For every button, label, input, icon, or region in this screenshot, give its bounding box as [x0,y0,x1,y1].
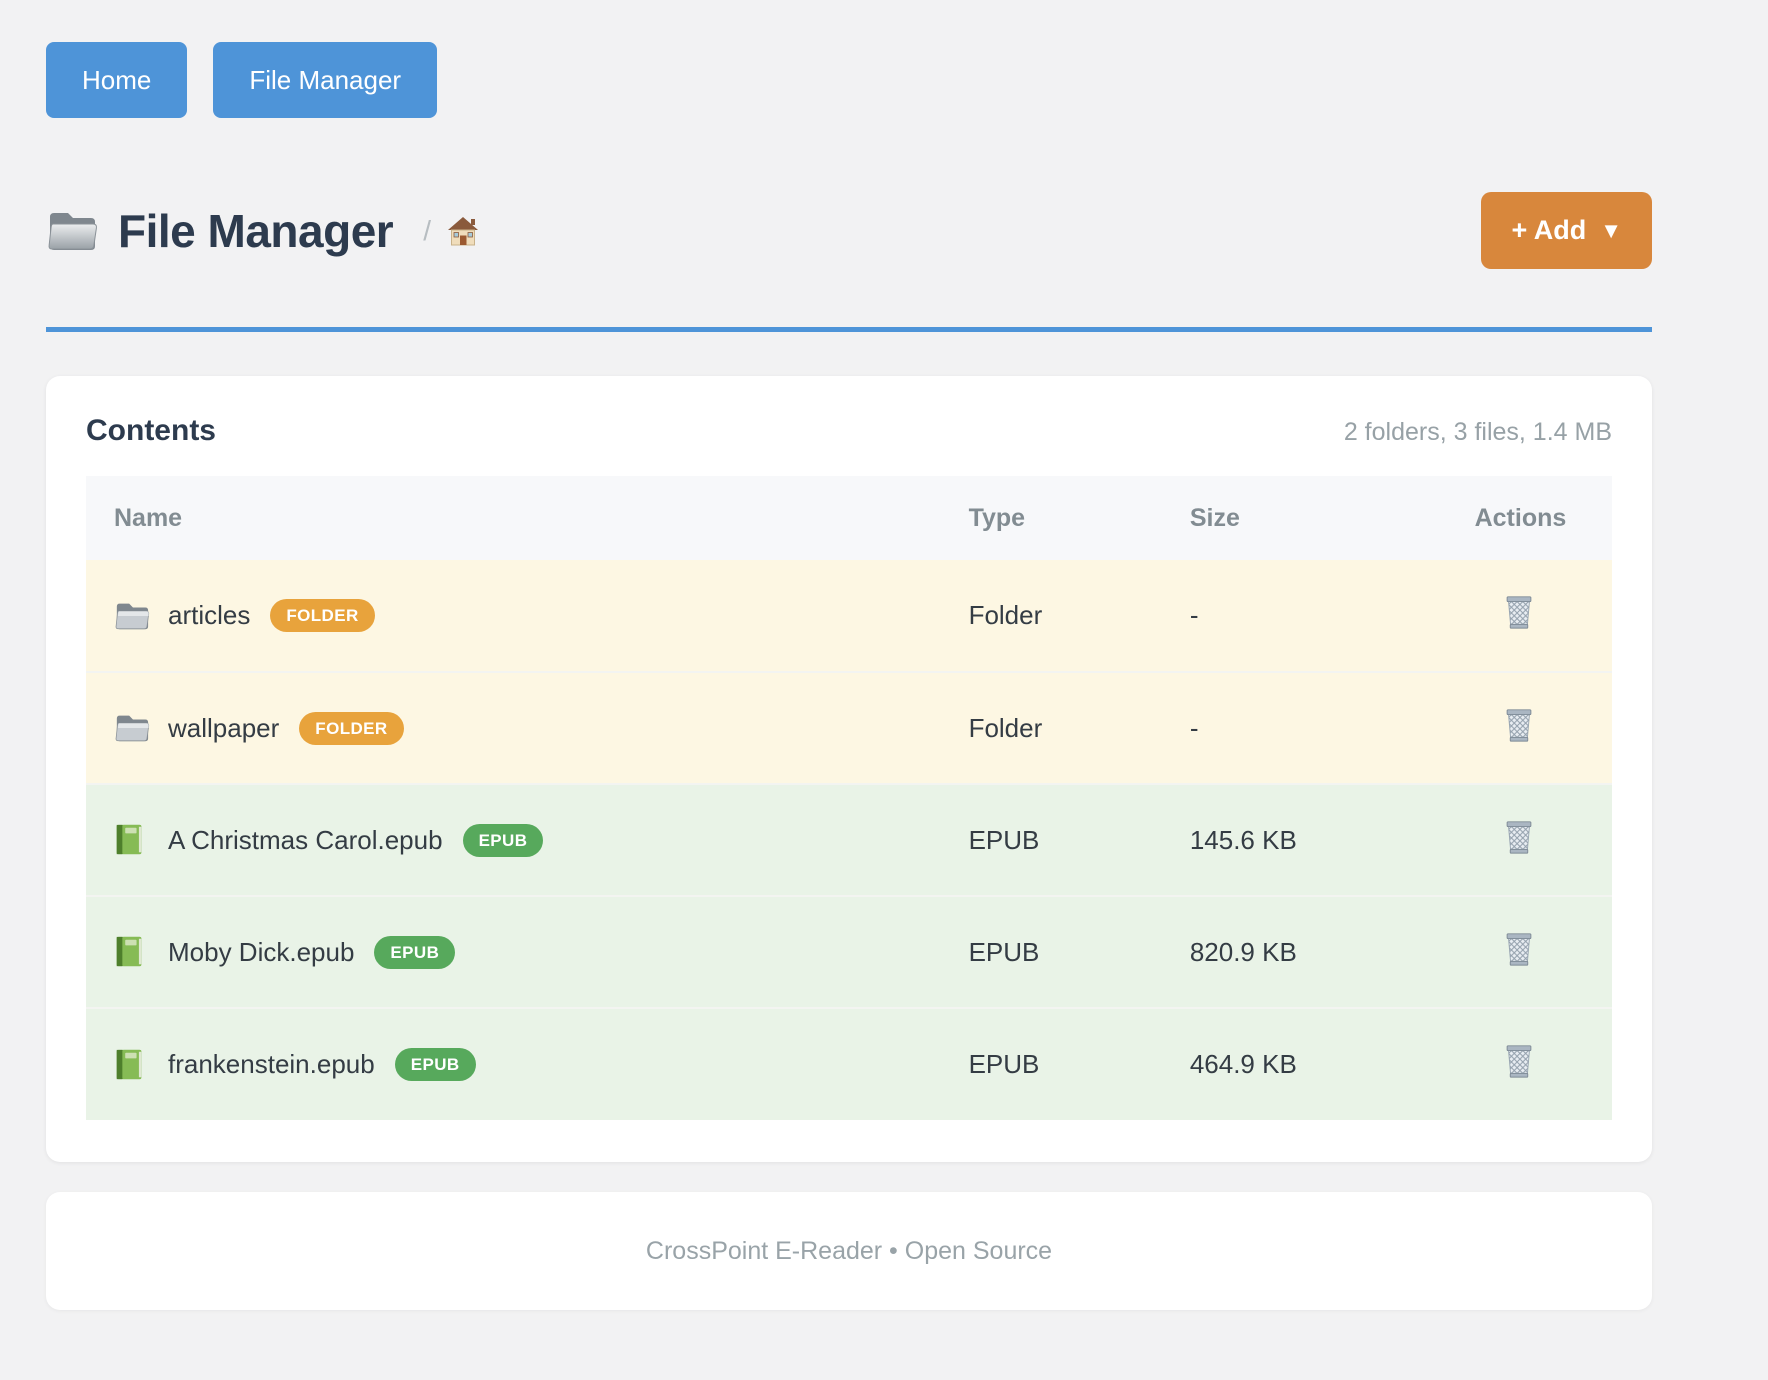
footer: CrossPoint E-Reader • Open Source [46,1192,1652,1310]
column-header-size: Size [1161,476,1429,560]
actions-cell [1429,672,1612,784]
file-name-cell[interactable]: frankenstein.epub EPUB [86,1008,941,1120]
book-icon [114,1047,150,1083]
table-row[interactable]: wallpaper FOLDER Folder - [86,672,1612,784]
file-name: Moby Dick.epub [168,936,355,967]
table-row[interactable]: Moby Dick.epub EPUB EPUB 820.9 KB [86,896,1612,1008]
actions-cell [1429,784,1612,896]
top-nav: Home File Manager [46,42,1652,118]
add-button-label: + Add [1511,215,1587,245]
file-type: Folder [968,600,1043,630]
add-button[interactable]: + Add ▼ [1481,192,1652,269]
file-type: EPUB [968,936,1040,967]
actions-cell [1429,1008,1612,1120]
book-icon [114,822,150,858]
file-type: EPUB [968,1049,1040,1079]
file-size: 464.9 KB [1189,1049,1297,1079]
contents-title: Contents [86,414,216,447]
contents-summary: 2 folders, 3 files, 1.4 MB [1343,418,1612,446]
file-name-cell[interactable]: Moby Dick.epub EPUB [86,896,941,1008]
footer-text: CrossPoint E-Reader • Open Source [645,1236,1053,1265]
chevron-down-icon: ▼ [1600,217,1622,243]
column-header-actions: Actions [1428,476,1612,560]
home-button[interactable]: Home [46,42,188,118]
delete-button[interactable] [1502,706,1538,746]
table-row[interactable]: articles FOLDER Folder - [86,560,1612,672]
file-name: articles [168,600,251,630]
page: Home File Manager File Manager / [46,42,1652,1310]
file-table-body: articles FOLDER Folder - [86,560,1612,1120]
page-header: File Manager / + Add ▼ [46,192,1652,269]
file-name: frankenstein.epub [168,1049,375,1079]
contents-card: Contents 2 folders, 3 files, 1.4 MB Name… [46,376,1652,1162]
type-badge: EPUB [462,823,544,857]
folder-icon [46,209,98,253]
delete-button[interactable] [1502,930,1538,970]
actions-cell [1429,560,1612,672]
file-name-cell[interactable]: wallpaper FOLDER [86,672,941,784]
contents-card-header: Contents 2 folders, 3 files, 1.4 MB [86,414,1612,448]
delete-button[interactable] [1502,818,1538,858]
file-name-cell[interactable]: articles FOLDER [86,560,941,672]
folder-icon [114,598,150,634]
file-table: Name Type Size Actions [86,476,1612,1120]
type-badge: EPUB [394,1048,476,1081]
file-name: A Christmas Carol.epub [168,824,443,855]
file-size: - [1189,600,1199,630]
column-header-type: Type [940,476,1162,560]
house-icon[interactable] [447,216,479,246]
page-title: File Manager [118,204,394,257]
column-header-name: Name [86,476,941,560]
actions-cell [1429,896,1612,1008]
delete-button[interactable] [1502,1042,1538,1082]
file-name: wallpaper [168,712,280,743]
file-name-cell[interactable]: A Christmas Carol.epub EPUB [86,784,941,896]
type-badge: FOLDER [299,711,404,745]
file-type: EPUB [968,824,1040,855]
file-size: 145.6 KB [1189,824,1297,855]
breadcrumb-separator: / [423,214,431,246]
table-row[interactable]: A Christmas Carol.epub EPUB EPUB 145.6 K… [86,784,1612,896]
type-badge: EPUB [374,935,456,969]
file-size: - [1189,712,1199,743]
file-manager-button[interactable]: File Manager [213,42,438,118]
file-table-head: Name Type Size Actions [86,476,1612,560]
table-row[interactable]: frankenstein.epub EPUB EPUB 464.9 KB [86,1008,1612,1120]
book-icon [114,934,150,970]
file-size: 820.9 KB [1189,936,1297,967]
delete-button[interactable] [1502,593,1538,633]
header-divider [46,327,1652,332]
file-type: Folder [968,712,1043,743]
type-badge: FOLDER [270,599,375,632]
folder-icon [114,710,150,746]
